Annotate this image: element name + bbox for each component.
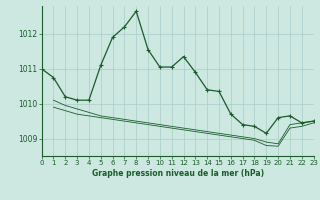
X-axis label: Graphe pression niveau de la mer (hPa): Graphe pression niveau de la mer (hPa)	[92, 169, 264, 178]
